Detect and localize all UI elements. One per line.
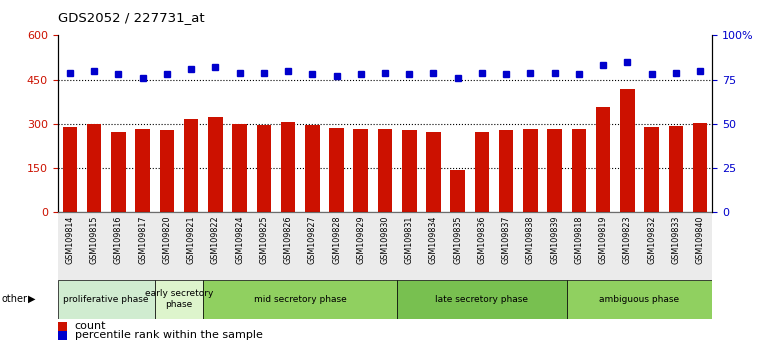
Bar <box>421 212 446 280</box>
Text: GSM109838: GSM109838 <box>526 216 535 264</box>
Text: other: other <box>2 294 28 304</box>
Bar <box>620 89 634 212</box>
Bar <box>82 212 106 280</box>
Bar <box>470 212 494 280</box>
Text: GSM109834: GSM109834 <box>429 216 438 264</box>
Text: late secretory phase: late secretory phase <box>436 295 528 304</box>
Bar <box>58 280 155 319</box>
Text: GSM109840: GSM109840 <box>695 216 705 264</box>
Bar <box>179 212 203 280</box>
Bar <box>644 127 659 212</box>
Text: GSM109832: GSM109832 <box>647 216 656 264</box>
Text: GSM109833: GSM109833 <box>671 216 681 264</box>
Bar <box>693 123 708 212</box>
Text: GSM109828: GSM109828 <box>332 216 341 264</box>
Text: mid secretory phase: mid secretory phase <box>254 295 346 304</box>
Bar <box>111 132 126 212</box>
Bar <box>62 127 77 212</box>
Text: count: count <box>75 321 106 331</box>
Text: GSM109821: GSM109821 <box>186 216 196 264</box>
Bar <box>640 212 664 280</box>
Bar <box>499 130 514 212</box>
Text: GSM109827: GSM109827 <box>308 216 316 264</box>
Bar <box>664 212 688 280</box>
Text: GSM109819: GSM109819 <box>598 216 608 264</box>
Text: GSM109837: GSM109837 <box>502 216 511 264</box>
Text: GSM109830: GSM109830 <box>380 216 390 264</box>
Bar <box>106 212 130 280</box>
Text: GSM109822: GSM109822 <box>211 216 219 264</box>
Bar <box>591 212 615 280</box>
Bar <box>474 132 489 212</box>
Bar <box>159 130 174 212</box>
Bar <box>87 124 102 212</box>
Bar <box>330 128 343 212</box>
Bar <box>427 132 440 212</box>
Bar <box>227 212 252 280</box>
Bar <box>571 129 586 212</box>
Text: GSM109823: GSM109823 <box>623 216 632 264</box>
Bar <box>450 170 465 212</box>
Bar <box>276 212 300 280</box>
Bar <box>547 129 562 212</box>
Text: proliferative phase: proliferative phase <box>63 295 149 304</box>
Text: GSM109816: GSM109816 <box>114 216 123 264</box>
Text: GSM109817: GSM109817 <box>138 216 147 264</box>
Bar <box>203 280 397 319</box>
Bar <box>155 212 179 280</box>
Text: GSM109826: GSM109826 <box>283 216 293 264</box>
Bar <box>324 212 349 280</box>
Bar <box>494 212 518 280</box>
Text: GSM109836: GSM109836 <box>477 216 487 264</box>
Bar <box>203 212 227 280</box>
Bar <box>523 129 537 212</box>
Text: GSM109829: GSM109829 <box>357 216 365 264</box>
Bar <box>208 116 223 212</box>
Bar <box>130 212 155 280</box>
Bar <box>155 280 203 319</box>
Bar <box>300 212 324 280</box>
Text: GSM109839: GSM109839 <box>551 216 559 264</box>
Bar <box>184 120 199 212</box>
Bar <box>305 125 320 212</box>
Bar <box>402 130 417 212</box>
Text: GSM109831: GSM109831 <box>405 216 413 264</box>
Bar <box>353 129 368 212</box>
Text: GSM109814: GSM109814 <box>65 216 75 264</box>
Bar <box>518 212 543 280</box>
Bar <box>615 212 640 280</box>
Text: ambiguous phase: ambiguous phase <box>600 295 680 304</box>
Bar <box>281 122 296 212</box>
Bar <box>668 126 683 212</box>
Text: ▶: ▶ <box>28 294 35 304</box>
Bar <box>567 280 712 319</box>
Bar <box>397 212 421 280</box>
Text: early secretory
phase: early secretory phase <box>145 290 213 309</box>
Text: GSM109815: GSM109815 <box>89 216 99 264</box>
Text: GSM109818: GSM109818 <box>574 216 584 264</box>
Text: GSM109824: GSM109824 <box>235 216 244 264</box>
Text: GSM109820: GSM109820 <box>162 216 172 264</box>
Text: GDS2052 / 227731_at: GDS2052 / 227731_at <box>58 11 204 24</box>
Bar <box>596 107 611 212</box>
Text: percentile rank within the sample: percentile rank within the sample <box>75 330 263 340</box>
Bar <box>233 124 247 212</box>
Bar <box>136 129 150 212</box>
Bar <box>567 212 591 280</box>
Bar <box>373 212 397 280</box>
Bar <box>543 212 567 280</box>
Text: GSM109825: GSM109825 <box>259 216 268 264</box>
Bar <box>58 212 82 280</box>
Text: GSM109835: GSM109835 <box>454 216 462 264</box>
Bar <box>446 212 470 280</box>
Bar <box>256 125 271 212</box>
Bar <box>349 212 373 280</box>
Bar <box>397 280 567 319</box>
Bar <box>688 212 712 280</box>
Bar <box>378 129 392 212</box>
Bar <box>252 212 276 280</box>
